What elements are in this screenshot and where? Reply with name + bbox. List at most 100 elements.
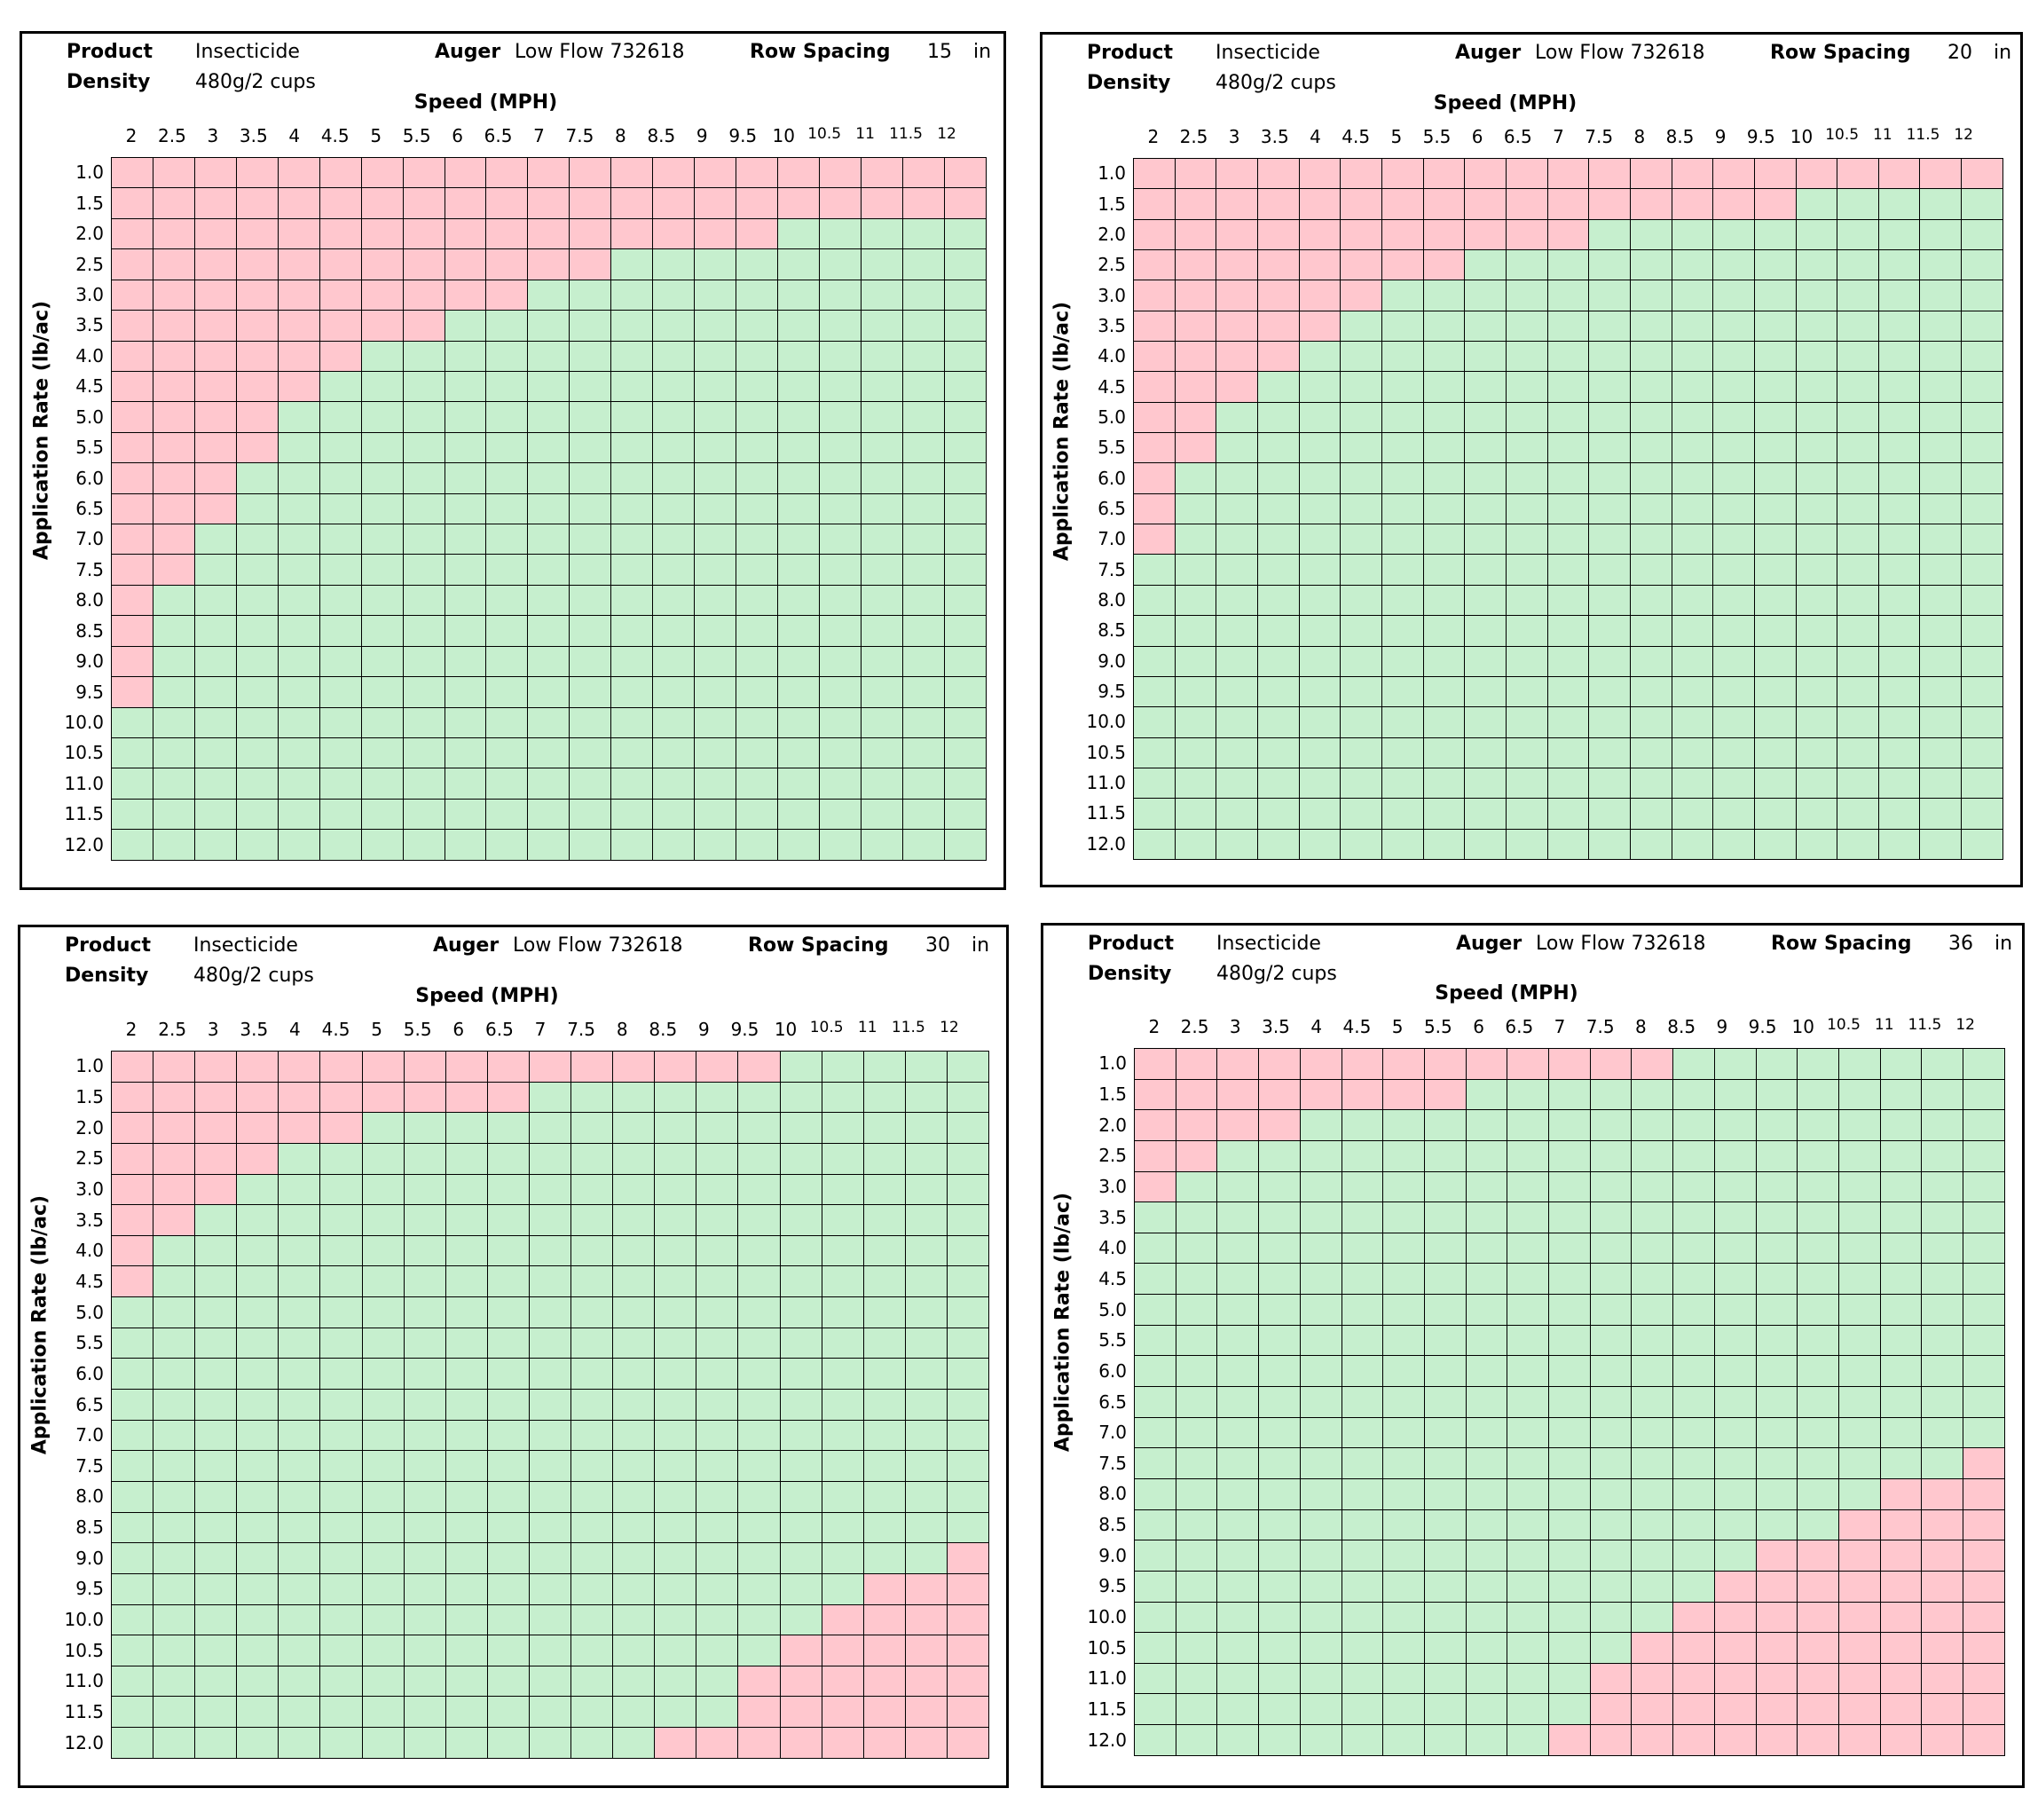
cell-in-range [277, 584, 320, 617]
cell-out-of-range [319, 217, 362, 250]
heatmap-row [111, 370, 987, 403]
cell-in-range [235, 554, 279, 586]
cell-in-range [1507, 1447, 1550, 1479]
heatmap-row [1134, 1263, 2005, 1296]
cell-out-of-range [862, 1603, 906, 1636]
cell-out-of-range [1755, 1662, 1798, 1695]
cell-in-range [527, 737, 570, 769]
cell-in-range [569, 279, 612, 311]
cell-in-range [1422, 492, 1466, 525]
cell-in-range [654, 1635, 697, 1666]
cell-in-range [278, 1696, 321, 1729]
cell-in-range [862, 1142, 906, 1175]
cell-out-of-range [527, 217, 570, 250]
cell-in-range [779, 1112, 822, 1144]
cell-in-range [737, 1511, 781, 1544]
cell-out-of-range [1340, 218, 1382, 251]
cell-in-range [1174, 706, 1217, 738]
cell-in-range [360, 492, 404, 525]
cell-in-range [485, 524, 529, 555]
cell-in-range [946, 1204, 989, 1236]
cell-out-of-range [444, 187, 487, 219]
cell-in-range [1629, 615, 1672, 647]
cell-in-range [1795, 401, 1838, 434]
cell-in-range [1507, 1232, 1550, 1265]
cell-out-of-range [110, 1051, 154, 1083]
cell-out-of-range [110, 1112, 154, 1144]
cell-in-range [1382, 1447, 1425, 1479]
heatmap-row [1133, 249, 2003, 281]
cell-in-range [1256, 554, 1300, 586]
cell-in-range [904, 1204, 948, 1236]
heatmap-row [1133, 828, 2003, 860]
heatmap-row [110, 1173, 989, 1206]
cell-in-range [193, 737, 237, 769]
cell-in-range [1631, 1263, 1674, 1296]
cell-in-range [319, 1480, 363, 1513]
cell-in-range [1548, 1294, 1591, 1326]
cell-in-range [527, 829, 570, 861]
cell-in-range [1919, 280, 1963, 311]
y-tick-label: 8.0 [75, 1485, 104, 1508]
y-tick-label: 3.5 [75, 314, 104, 336]
cell-in-range [153, 1265, 196, 1298]
cell-in-range [1548, 1447, 1591, 1479]
cell-in-range [860, 615, 903, 647]
cell-in-range [1919, 432, 1963, 464]
cell-in-range [1382, 1355, 1425, 1388]
cell-out-of-range [1963, 1477, 2005, 1510]
cell-in-range [610, 829, 654, 861]
cell-out-of-range [1837, 1509, 1881, 1541]
cell-in-range [194, 1635, 238, 1666]
cell-in-range [654, 1419, 697, 1452]
cell-out-of-range [528, 1051, 572, 1083]
cell-in-range [1672, 1048, 1715, 1080]
cell-in-range [319, 737, 362, 769]
auger-label: Auger [1455, 42, 1522, 64]
cell-in-range [361, 1358, 405, 1391]
heatmap-row [1134, 1540, 2005, 1572]
cell-in-range [1753, 828, 1797, 860]
cell-in-range [612, 1296, 656, 1328]
cell-in-range [1381, 371, 1424, 403]
cell-in-range [1919, 554, 1963, 586]
x-tick-label: 6 [1471, 126, 1483, 147]
x-tick-label: 6.5 [1503, 126, 1532, 147]
cell-in-range [1298, 492, 1342, 525]
density-label: Density [67, 71, 151, 93]
cell-in-range [277, 737, 320, 769]
cell-in-range [779, 1296, 822, 1328]
cell-in-range [110, 1480, 154, 1513]
cell-in-range [527, 310, 570, 342]
cell-in-range [1837, 1048, 1881, 1080]
cell-in-range [696, 1665, 739, 1698]
cell-in-range [1672, 1139, 1715, 1172]
cell-in-range [1382, 1662, 1425, 1695]
x-tick-label: 7 [1554, 1016, 1566, 1037]
cell-in-range [1837, 1202, 1881, 1233]
cell-in-range [361, 1419, 405, 1452]
cell-in-range [904, 1173, 948, 1206]
cell-in-range [1258, 1509, 1301, 1541]
cell-in-range [1258, 1263, 1301, 1296]
cell-in-range [901, 279, 945, 311]
cell-in-range [528, 1327, 572, 1359]
cell-in-range [1507, 1509, 1550, 1541]
x-tick-label: 7.5 [1585, 126, 1614, 147]
cell-in-range [1299, 1232, 1342, 1265]
x-tick-label: 9.5 [1748, 1016, 1777, 1037]
cell-in-range [485, 645, 529, 678]
cell-in-range [485, 310, 529, 342]
cell-in-range [153, 1234, 196, 1267]
cell-out-of-range [152, 248, 195, 280]
cell-in-range [1175, 1416, 1218, 1449]
product-value: Insecticide [1216, 42, 1320, 64]
heatmap-grid [110, 1051, 989, 1759]
cell-in-range [1175, 1263, 1218, 1296]
cell-in-range [1672, 1386, 1715, 1418]
cell-in-range [1755, 1139, 1798, 1172]
cell-out-of-range [193, 310, 237, 342]
cell-out-of-range [1589, 1662, 1633, 1695]
cell-in-range [403, 1265, 446, 1298]
cell-in-range [779, 1603, 822, 1636]
